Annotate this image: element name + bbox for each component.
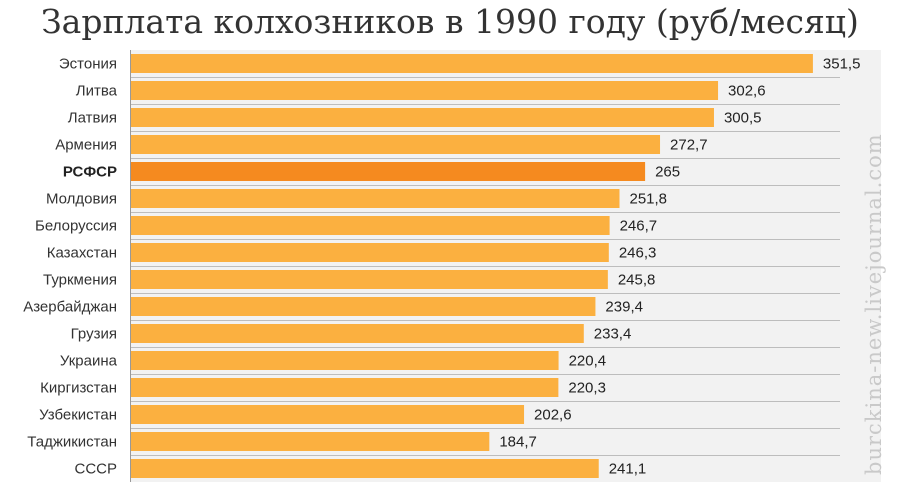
category-label-7: Казахстан [47,245,117,262]
value-label-0: 351,5 [823,56,861,73]
category-label-2: Латвия [68,110,117,127]
value-label-4: 265 [655,164,680,181]
bar-2 [131,108,714,127]
category-label-0: Эстония [59,56,117,73]
value-label-3: 272,7 [670,137,708,154]
bar-14 [131,432,490,451]
bar-9 [131,297,596,316]
value-label-10: 233,4 [594,326,632,343]
bar-1 [131,81,719,100]
value-label-9: 239,4 [605,299,643,316]
value-label-13: 202,6 [534,407,572,424]
value-label-12: 220,3 [568,380,606,397]
category-label-8: Туркмения [43,272,117,289]
bar-12 [131,378,559,397]
category-label-6: Белоруссия [35,218,117,235]
bar-5 [131,189,620,208]
bar-15 [131,459,599,478]
bar-8 [131,270,608,289]
value-label-2: 300,5 [724,110,762,127]
category-label-11: Украина [60,353,118,370]
bar-10 [131,324,584,343]
category-label-5: Молдовия [46,191,117,208]
category-label-15: СССР [74,461,117,478]
value-label-7: 246,3 [619,245,657,262]
category-label-13: Узбекистан [39,407,117,424]
category-label-1: Литва [76,83,118,100]
value-label-6: 246,7 [620,218,658,235]
chart-title: Зарплата колхозников в 1990 году (руб/ме… [41,2,859,41]
bar-13 [131,405,525,424]
category-label-12: Киргизстан [40,380,117,397]
bar-4 [131,162,646,181]
value-label-15: 241,1 [609,461,647,478]
bar-11 [131,351,559,370]
bar-7 [131,243,609,262]
bar-0 [131,54,813,73]
value-label-1: 302,6 [728,83,766,100]
value-label-11: 220,4 [569,353,607,370]
category-label-9: Азербайджан [23,299,117,316]
category-label-10: Грузия [71,326,117,343]
category-label-14: Таджикистан [27,434,117,451]
bar-3 [131,135,661,154]
category-label-3: Армения [55,137,117,154]
value-label-8: 245,8 [618,272,656,289]
value-label-5: 251,8 [629,191,667,208]
bar-6 [131,216,610,235]
value-label-14: 184,7 [499,434,537,451]
category-label-4: РСФСР [63,164,117,181]
